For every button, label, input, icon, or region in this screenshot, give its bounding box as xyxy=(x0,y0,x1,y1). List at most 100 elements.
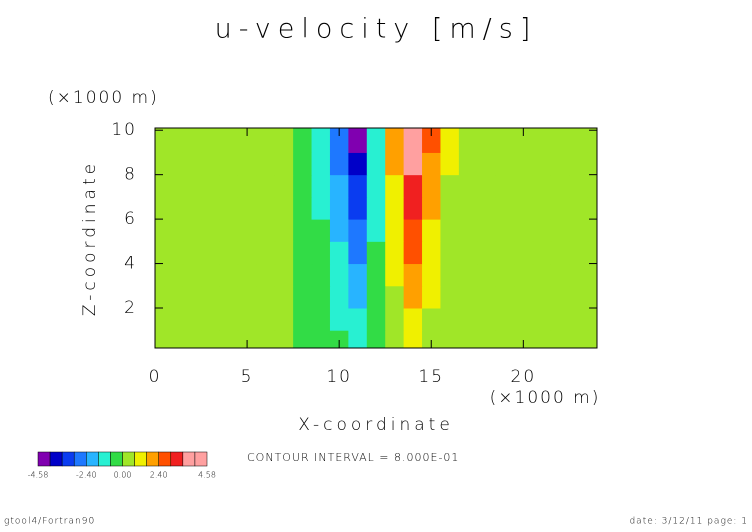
contour-cell xyxy=(440,263,460,287)
contour-cell xyxy=(311,263,331,287)
contour-cell xyxy=(201,196,220,220)
contour-cell xyxy=(514,263,534,287)
colorbar-label: 0.00 xyxy=(114,471,132,480)
contour-cell xyxy=(477,330,497,349)
contour-cell xyxy=(385,128,405,153)
contour-cell xyxy=(422,241,441,265)
contour-cell xyxy=(348,263,368,287)
contour-cell xyxy=(293,308,313,331)
contour-cell xyxy=(477,308,497,331)
contour-cell xyxy=(477,152,497,176)
contour-cell xyxy=(366,152,386,176)
contour-cell xyxy=(201,330,220,349)
contour-cell xyxy=(237,196,257,220)
contour-cell xyxy=(329,152,349,176)
contour-cell xyxy=(182,241,202,265)
contour-cell xyxy=(201,152,220,176)
contour-cell xyxy=(237,285,257,309)
contour-cell xyxy=(237,174,257,198)
y-unit: (×1000 m) xyxy=(48,88,159,108)
contour-cell xyxy=(440,196,460,220)
contour-cell xyxy=(155,152,165,176)
contour-cell xyxy=(569,330,589,349)
contour-cell xyxy=(532,330,552,349)
contour-cell xyxy=(201,308,220,331)
contour-cell xyxy=(155,241,165,265)
contour-cell xyxy=(422,219,441,242)
contour-cell xyxy=(164,308,184,331)
contour-cell xyxy=(422,152,441,176)
contour-cell xyxy=(403,219,423,242)
colorbar-label: 4.58 xyxy=(198,471,216,480)
x-tick-label: 5 xyxy=(241,367,254,387)
chart-title: u-velocity [m/s] xyxy=(215,14,538,45)
contour-cell xyxy=(385,285,405,309)
contour-cell xyxy=(550,330,570,349)
contour-cell xyxy=(385,152,405,176)
contour-cell xyxy=(569,241,589,265)
contour-cell xyxy=(219,196,239,220)
footer-right: date: 3/12/11 page: 1 xyxy=(629,517,748,527)
contour-cell xyxy=(440,330,460,349)
contour-cell xyxy=(477,285,497,309)
x-label: X-coordinate xyxy=(298,415,454,435)
contour-cell xyxy=(274,285,294,309)
contour-cell xyxy=(569,285,589,309)
colorbar-label: 2.40 xyxy=(150,471,168,480)
colorbar-box xyxy=(158,451,172,467)
contour-cell xyxy=(311,219,331,242)
contour-cell xyxy=(385,308,405,331)
contour-cell xyxy=(274,219,294,242)
contour-cell xyxy=(440,152,460,176)
contour-cell xyxy=(219,152,239,176)
contour-cell xyxy=(366,196,386,220)
x-unit: (×1000 m) xyxy=(490,388,601,408)
contour-cell xyxy=(587,285,598,309)
contour-cell xyxy=(366,308,386,331)
contour-cell xyxy=(477,241,497,265)
contour-cell xyxy=(550,308,570,331)
contour-cell xyxy=(155,196,165,220)
contour-cell xyxy=(274,308,294,331)
contour-cell xyxy=(458,263,478,287)
colorbar-box xyxy=(194,451,208,467)
contour-cell xyxy=(385,330,405,349)
contour-cell xyxy=(256,174,276,198)
contour-cell xyxy=(587,219,598,242)
contour-cell xyxy=(458,330,478,349)
contour-cell xyxy=(348,152,368,176)
contour-cell xyxy=(422,128,441,153)
contour-cell xyxy=(403,241,423,265)
contour-cell xyxy=(403,128,423,153)
contour-cell xyxy=(495,196,515,220)
contour-cell xyxy=(403,196,423,220)
contour-cell xyxy=(366,263,386,287)
contour-cell xyxy=(587,152,598,176)
contour-cell xyxy=(256,152,276,176)
contour-cell xyxy=(237,263,257,287)
contour-cell xyxy=(458,174,478,198)
contour-cell xyxy=(237,152,257,176)
contour-cell xyxy=(440,174,460,198)
contour-cell xyxy=(348,196,368,220)
contour-cell xyxy=(219,128,239,153)
contour-cell xyxy=(201,128,220,153)
contour-cell xyxy=(293,219,313,242)
contour-cell xyxy=(311,196,331,220)
contour-cell xyxy=(569,196,589,220)
colorbar-label: -2.40 xyxy=(76,471,97,480)
contour-cell xyxy=(495,330,515,349)
contour-cell xyxy=(219,219,239,242)
contour-cell xyxy=(219,330,239,349)
contour-cell xyxy=(182,330,202,349)
contour-cell xyxy=(237,219,257,242)
contour-cell xyxy=(495,308,515,331)
contour-cell xyxy=(532,128,552,153)
contour-cell xyxy=(440,219,460,242)
contour-cell xyxy=(458,285,478,309)
contour-cell xyxy=(366,128,386,153)
contour-cell xyxy=(587,196,598,220)
contour-cell xyxy=(293,128,313,153)
y-tick-label: 8 xyxy=(124,165,137,185)
contour-cell xyxy=(155,219,165,242)
